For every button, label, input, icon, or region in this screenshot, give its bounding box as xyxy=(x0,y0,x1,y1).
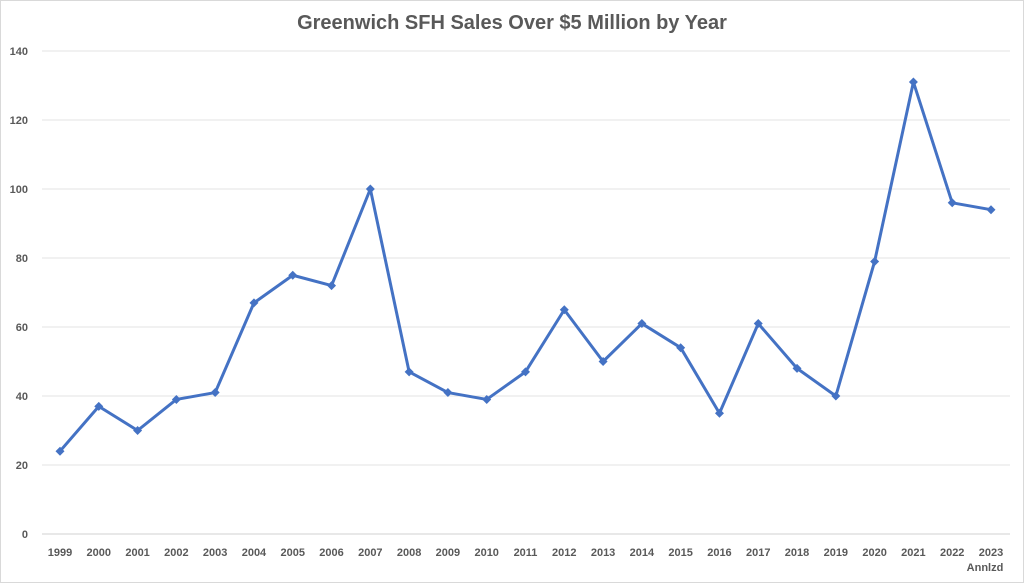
x-tick-label: 1999 xyxy=(48,547,72,559)
x-tick-label: 2011 xyxy=(514,547,538,559)
data-point-marker xyxy=(327,281,337,291)
data-point-marker xyxy=(249,298,259,308)
data-point-marker xyxy=(94,401,104,411)
x-tick-label: 2013 xyxy=(591,547,615,559)
x-tick-label: 2016 xyxy=(707,547,731,559)
x-tick-label: 2012 xyxy=(552,547,576,559)
x-tick-label: 2005 xyxy=(281,547,305,559)
x-tick-label: 2023 xyxy=(979,547,1003,559)
data-point-marker xyxy=(288,270,298,280)
x-tick-label: 2019 xyxy=(824,547,848,559)
y-tick-label: 140 xyxy=(10,46,28,58)
data-point-marker xyxy=(831,391,841,401)
data-point-marker xyxy=(482,394,492,404)
x-tick-label: 2000 xyxy=(87,547,111,559)
data-point-marker xyxy=(637,319,647,329)
y-tick-label: 60 xyxy=(16,322,28,334)
data-point-marker xyxy=(171,394,181,404)
data-point-marker xyxy=(559,305,569,315)
y-tick-label: 20 xyxy=(16,460,28,472)
data-point-marker xyxy=(598,357,608,366)
x-tick-label: 2004 xyxy=(242,547,267,559)
chart-title: Greenwich SFH Sales Over $5 Million by Y… xyxy=(297,12,727,34)
data-point-marker xyxy=(714,408,724,418)
data-point-marker xyxy=(908,77,918,87)
x-tick-label: 2006 xyxy=(319,547,343,559)
x-tick-label: 2002 xyxy=(164,547,188,559)
x-tick-sublabel: Annlzd xyxy=(967,562,1004,574)
x-tick-label: 2007 xyxy=(358,547,382,559)
x-tick-label: 2015 xyxy=(668,547,692,559)
x-tick-label: 2014 xyxy=(630,547,655,559)
x-tick-label: 2021 xyxy=(901,547,925,559)
data-point-marker xyxy=(521,367,530,377)
x-tick-label: 2008 xyxy=(397,547,421,559)
x-tick-label: 2010 xyxy=(474,547,498,559)
data-point-marker xyxy=(55,446,65,456)
x-tick-label: 2020 xyxy=(862,547,886,559)
x-tick-label: 2009 xyxy=(436,547,460,559)
x-tick-label: 2003 xyxy=(203,547,227,559)
data-point-marker xyxy=(404,367,414,377)
data-point-marker xyxy=(947,198,957,208)
y-tick-label: 120 xyxy=(10,115,28,127)
data-point-marker xyxy=(365,184,375,194)
y-tick-label: 100 xyxy=(10,184,28,196)
y-tick-label: 80 xyxy=(16,253,28,265)
x-tick-label: 2001 xyxy=(125,547,149,559)
data-point-marker xyxy=(792,363,802,373)
data-point-marker xyxy=(443,388,453,398)
data-point-marker xyxy=(133,426,143,435)
data-point-marker xyxy=(870,256,880,266)
data-point-marker xyxy=(210,388,220,398)
y-tick-label: 40 xyxy=(16,391,28,403)
data-point-marker xyxy=(986,205,996,215)
y-tick-label: 0 xyxy=(22,529,28,541)
data-point-marker xyxy=(676,343,686,353)
x-tick-label: 2017 xyxy=(746,547,770,559)
x-tick-label: 2018 xyxy=(785,547,809,559)
data-point-marker xyxy=(753,319,763,329)
x-tick-label: 2022 xyxy=(940,547,964,559)
